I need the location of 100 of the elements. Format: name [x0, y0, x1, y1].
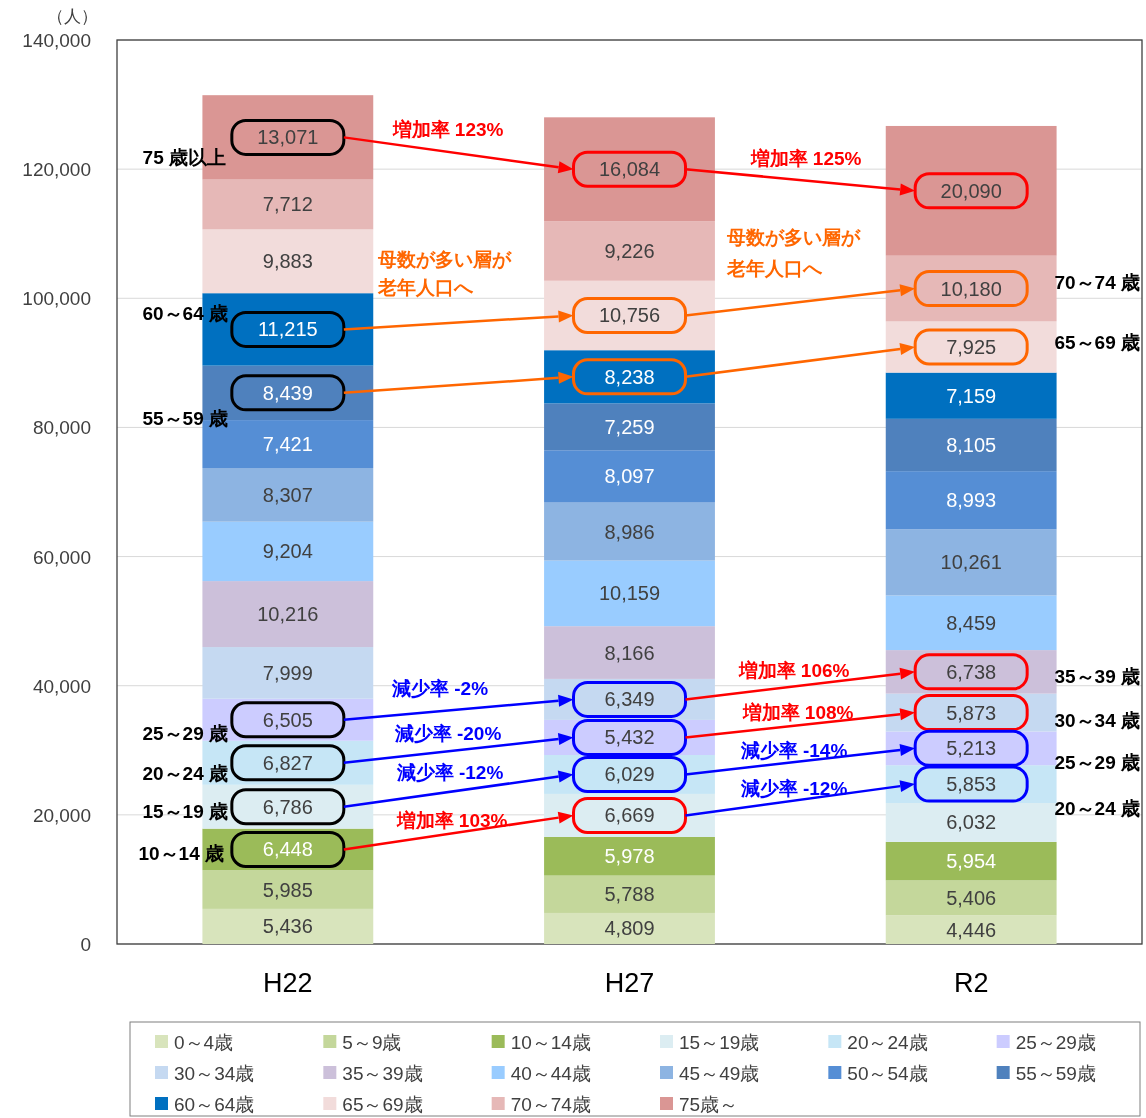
data-label: 6,738 [946, 660, 997, 683]
bar [202, 229, 374, 294]
data-label: 16,084 [598, 158, 661, 181]
annotation: 20～24 歳 [1054, 798, 1140, 819]
annotation: 減少率 -2% [390, 678, 489, 699]
legend-label: 55～59歳 [1015, 1063, 1096, 1084]
bar [885, 321, 1057, 373]
annotation: 35～39 歳 [1054, 666, 1140, 687]
data-label: 4,446 [946, 918, 997, 941]
legend-label: 5～9歳 [342, 1032, 402, 1053]
legend-label: 60～64歳 [174, 1094, 255, 1115]
bar [544, 836, 715, 876]
bar [544, 912, 715, 944]
annotation: 母数が多い層が [377, 249, 512, 270]
bar [544, 221, 715, 281]
data-label: 5,978 [604, 845, 655, 868]
data-label: 8,097 [604, 465, 655, 488]
bar [885, 372, 1057, 419]
data-label: 10,159 [598, 582, 661, 605]
legend-label: 20～24歳 [847, 1032, 928, 1053]
annotation: 増加率 106% [737, 660, 850, 681]
bar [544, 560, 715, 627]
data-label: 6,448 [262, 838, 313, 861]
x-tick-label: H22 [263, 968, 313, 998]
data-label: 8,307 [262, 483, 313, 506]
bar [544, 280, 715, 351]
bar [885, 418, 1057, 472]
y-tick-label: 80,000 [32, 417, 91, 439]
bar [202, 293, 374, 366]
data-label: 9,226 [604, 239, 655, 262]
bar [202, 521, 374, 582]
data-label: 5,954 [946, 850, 997, 873]
bar [544, 502, 715, 561]
bar [885, 595, 1057, 651]
data-label: 5,853 [946, 773, 997, 796]
data-label: 8,993 [946, 489, 997, 512]
bar [544, 875, 715, 913]
data-label: 7,999 [262, 661, 313, 684]
annotation: 増加率 103% [395, 810, 508, 831]
data-label: 8,459 [946, 611, 997, 634]
legend-label: 0～4歳 [174, 1032, 234, 1053]
y-tick-label: 140,000 [22, 30, 91, 51]
bar [885, 915, 1057, 944]
data-label: 6,786 [262, 795, 313, 818]
y-tick-label: 120,000 [22, 159, 91, 181]
legend-label: 50～54歳 [847, 1063, 928, 1084]
annotation: 65～69 歳 [1054, 332, 1140, 353]
data-label: 20,090 [940, 179, 1002, 202]
annotation: 減少率 -12% [739, 778, 848, 799]
y-tick-label: 60,000 [32, 546, 91, 568]
data-label: 6,669 [604, 804, 655, 827]
annotation: 25～29 歳 [142, 723, 228, 744]
data-label: 5,213 [946, 737, 997, 760]
data-label: 10,261 [940, 551, 1002, 574]
data-label: 7,925 [946, 336, 997, 359]
data-label: 5,436 [262, 915, 313, 938]
data-label: 6,032 [946, 811, 997, 834]
annotation: 20～24 歳 [142, 763, 228, 784]
annotation: 老年人口へ [726, 258, 823, 279]
annotation: 25～29 歳 [1054, 752, 1140, 773]
data-label: 5,432 [604, 726, 655, 749]
annotation: 30～34 歳 [1054, 710, 1140, 731]
annotation: 15～19 歳 [142, 801, 228, 822]
legend-label: 15～19歳 [679, 1032, 760, 1053]
bar [202, 908, 374, 944]
annotation: 70～74 歳 [1054, 272, 1140, 293]
annotation: 減少率 -12% [395, 762, 504, 783]
data-label: 7,421 [262, 433, 313, 456]
bar [885, 802, 1057, 842]
data-label: 9,883 [262, 250, 313, 273]
bar [544, 117, 715, 222]
annotation: 減少率 -20% [393, 723, 502, 744]
data-label: 7,259 [604, 415, 655, 438]
data-label: 8,439 [262, 381, 313, 404]
annotation: 75 歳以上 [142, 147, 226, 168]
bar [544, 403, 715, 451]
data-label: 10,180 [940, 277, 1002, 300]
legend-label: 25～29歳 [1015, 1032, 1096, 1053]
bar [544, 626, 715, 679]
legend-label: 75歳～ [679, 1094, 739, 1115]
y-tick-label: 20,000 [32, 804, 91, 826]
data-label: 5,985 [262, 878, 313, 901]
annotation: 老年人口へ [377, 277, 474, 298]
annotation: 10～14 歳 [138, 843, 224, 864]
data-label: 4,809 [604, 917, 655, 940]
y-axis-title: （人） [46, 7, 98, 26]
bar [202, 581, 374, 648]
y-tick-label: 40,000 [32, 675, 91, 697]
annotation: 母数が多い層が [726, 227, 861, 248]
annotation: 増加率 108% [741, 702, 854, 723]
data-label: 6,029 [604, 763, 655, 786]
data-label: 5,406 [946, 886, 997, 909]
y-tick-label: 0 [80, 934, 91, 955]
data-label: 7,712 [262, 193, 313, 216]
bar [202, 179, 374, 230]
data-label: 11,215 [257, 318, 318, 341]
legend-label: 10～14歳 [510, 1032, 591, 1053]
data-label: 7,159 [946, 384, 997, 407]
bar [885, 841, 1057, 881]
data-label: 5,873 [946, 701, 997, 724]
